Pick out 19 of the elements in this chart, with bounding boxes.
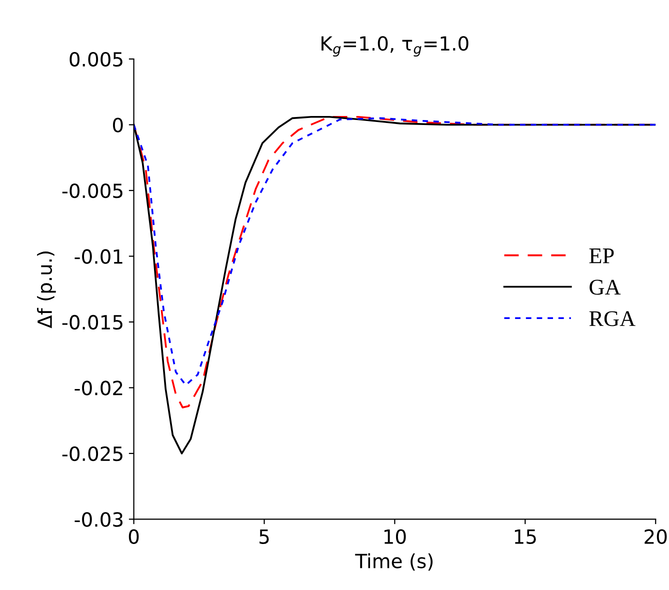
legend-label: RGA [589,311,636,326]
chart-title: K$_{g}$=1.0, τ$_{g}$=1.0 [322,36,468,57]
y-tick-label: 0 [112,118,123,132]
y-tick-label: 0.005 [70,52,122,67]
x-tick-label: 5 [260,530,269,544]
y-tick-label: -0.015 [62,314,122,330]
legend-label: GA [590,280,621,295]
y-axis-title: Δf (p.u.) [37,252,56,328]
legend-label: EP [589,248,614,264]
x-tick-label: 0 [128,529,139,544]
y-tick-label: -0.03 [74,512,123,527]
y-tick-label: -0.01 [74,249,122,264]
x-tick-label: 10 [384,529,406,544]
y-tick-label: -0.005 [62,183,122,198]
y-tick-label: -0.025 [62,446,122,462]
x-tick-label: 15 [514,530,536,544]
y-tick-label: -0.02 [74,380,122,396]
x-axis-title: Time (s) [355,553,433,571]
x-tick-label: 20 [644,529,667,544]
